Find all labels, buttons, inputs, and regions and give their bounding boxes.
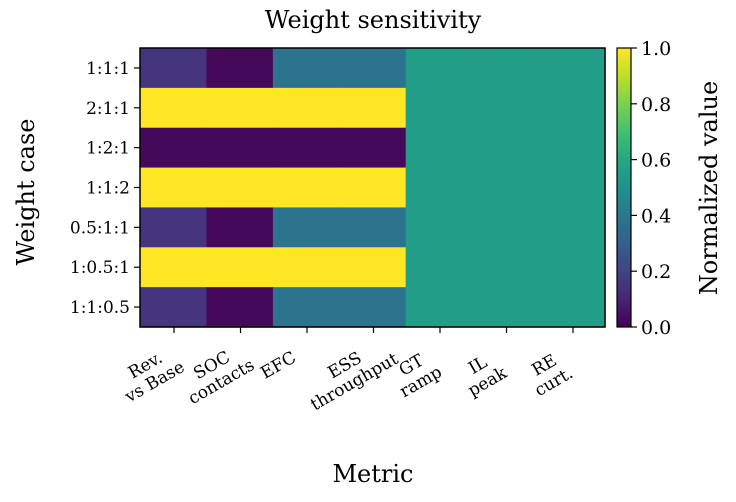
heatmap-cell	[405, 207, 473, 248]
heatmap-cell	[538, 167, 606, 209]
heatmap-cell	[339, 207, 407, 248]
x-tick-label: ESSthroughput	[298, 333, 402, 416]
heatmap-cell	[140, 287, 208, 328]
heatmap-cell	[272, 48, 340, 89]
heatmap-cell	[405, 247, 473, 288]
heatmap-cell	[538, 87, 606, 129]
y-tick-label: 1:1:1	[86, 59, 130, 79]
x-tick-label: GTramp	[387, 346, 446, 402]
heatmap-cell	[206, 127, 274, 169]
heatmap-cell	[472, 207, 540, 248]
x-tick-label: EFC	[257, 348, 299, 384]
heatmap-cell	[339, 287, 407, 328]
y-tick-label: 1:2:1	[86, 139, 130, 159]
x-axis-ticks: Rev.vs Base SOCcontacts EFC ESSthroughputGT…	[111, 327, 577, 416]
heatmap-cell	[538, 207, 606, 248]
heatmap-cell	[339, 167, 407, 209]
heatmap-cell	[405, 127, 473, 169]
x-tick-label: SOCcontacts	[175, 339, 258, 409]
heatmap-cell	[206, 87, 274, 129]
heatmap-cell	[538, 127, 606, 169]
heatmap-cell	[206, 207, 274, 248]
heatmap-cell	[140, 207, 208, 248]
heatmap-cell	[339, 87, 407, 129]
heatmap-cell	[140, 87, 208, 129]
heatmap-cell	[339, 247, 407, 288]
heatmap-cell	[272, 207, 340, 248]
heatmap-cell	[472, 167, 540, 209]
colorbar	[616, 47, 632, 328]
heatmap-cell	[206, 167, 274, 209]
heatmap-cell	[206, 287, 274, 328]
heatmap-cell	[472, 87, 540, 129]
x-tick-label: Rev.vs Base	[111, 341, 188, 408]
heatmap-cell	[472, 48, 540, 89]
heatmap-cell	[206, 48, 274, 89]
heatmap-cell	[405, 48, 473, 89]
heatmap-cell	[472, 127, 540, 169]
x-axis-label: Metric	[332, 460, 413, 488]
colorbar-ticks: 0.0 0.2 0.4 0.6 0.8 1.0	[631, 38, 671, 339]
colorbar-tick-label: 0.6	[641, 150, 671, 172]
y-axis-label: Weight case	[12, 119, 40, 266]
colorbar-tick-label: 1.0	[641, 38, 671, 60]
heatmap-cell	[140, 247, 208, 288]
heatmap-cell	[538, 247, 606, 288]
y-tick-label: 1:1:0.5	[70, 298, 130, 318]
heatmap-cell	[272, 127, 340, 169]
y-tick-label: 1:0.5:1	[70, 258, 130, 278]
chart-title: Weight sensitivity	[265, 6, 482, 34]
heatmap-cell	[140, 127, 208, 169]
y-tick-label: 1:1:2	[86, 179, 130, 199]
heatmap-cell	[472, 287, 540, 328]
colorbar-label: Normalized value	[695, 81, 723, 295]
x-tick-label: REcurt.	[522, 347, 577, 401]
heatmap-cell	[339, 48, 407, 89]
heatmap-cell	[405, 167, 473, 209]
heatmap-cell	[538, 287, 606, 328]
heatmap-cell	[140, 48, 208, 89]
heatmap-cell	[538, 48, 606, 89]
y-axis-ticks: 1:1:1 2:1:1 1:2:1 1:1:2 0.5:1:1 1:0.5:1 1:1:0.…	[70, 59, 140, 318]
heatmap-cell	[405, 287, 473, 328]
heatmap-cell	[272, 167, 340, 209]
colorbar-tick-label: 0.0	[641, 317, 671, 339]
heatmap-cell	[272, 87, 340, 129]
colorbar-tick-label: 0.8	[641, 94, 671, 116]
heatmap-cell	[272, 287, 340, 328]
colorbar-tick-label: 0.4	[641, 205, 671, 227]
heatmap-cell	[140, 167, 208, 209]
heatmap-cell	[272, 247, 340, 288]
y-tick-label: 2:1:1	[86, 99, 130, 119]
x-tick-label: ILpeak	[455, 346, 511, 401]
colorbar-tick-label: 0.2	[641, 261, 671, 283]
heatmap-cell	[405, 87, 473, 129]
y-tick-label: 0.5:1:1	[70, 218, 130, 238]
heatmap-cells	[140, 48, 606, 328]
heatmap-cell	[472, 247, 540, 288]
heatmap-cell	[339, 127, 407, 169]
heatmap-cell	[206, 247, 274, 288]
